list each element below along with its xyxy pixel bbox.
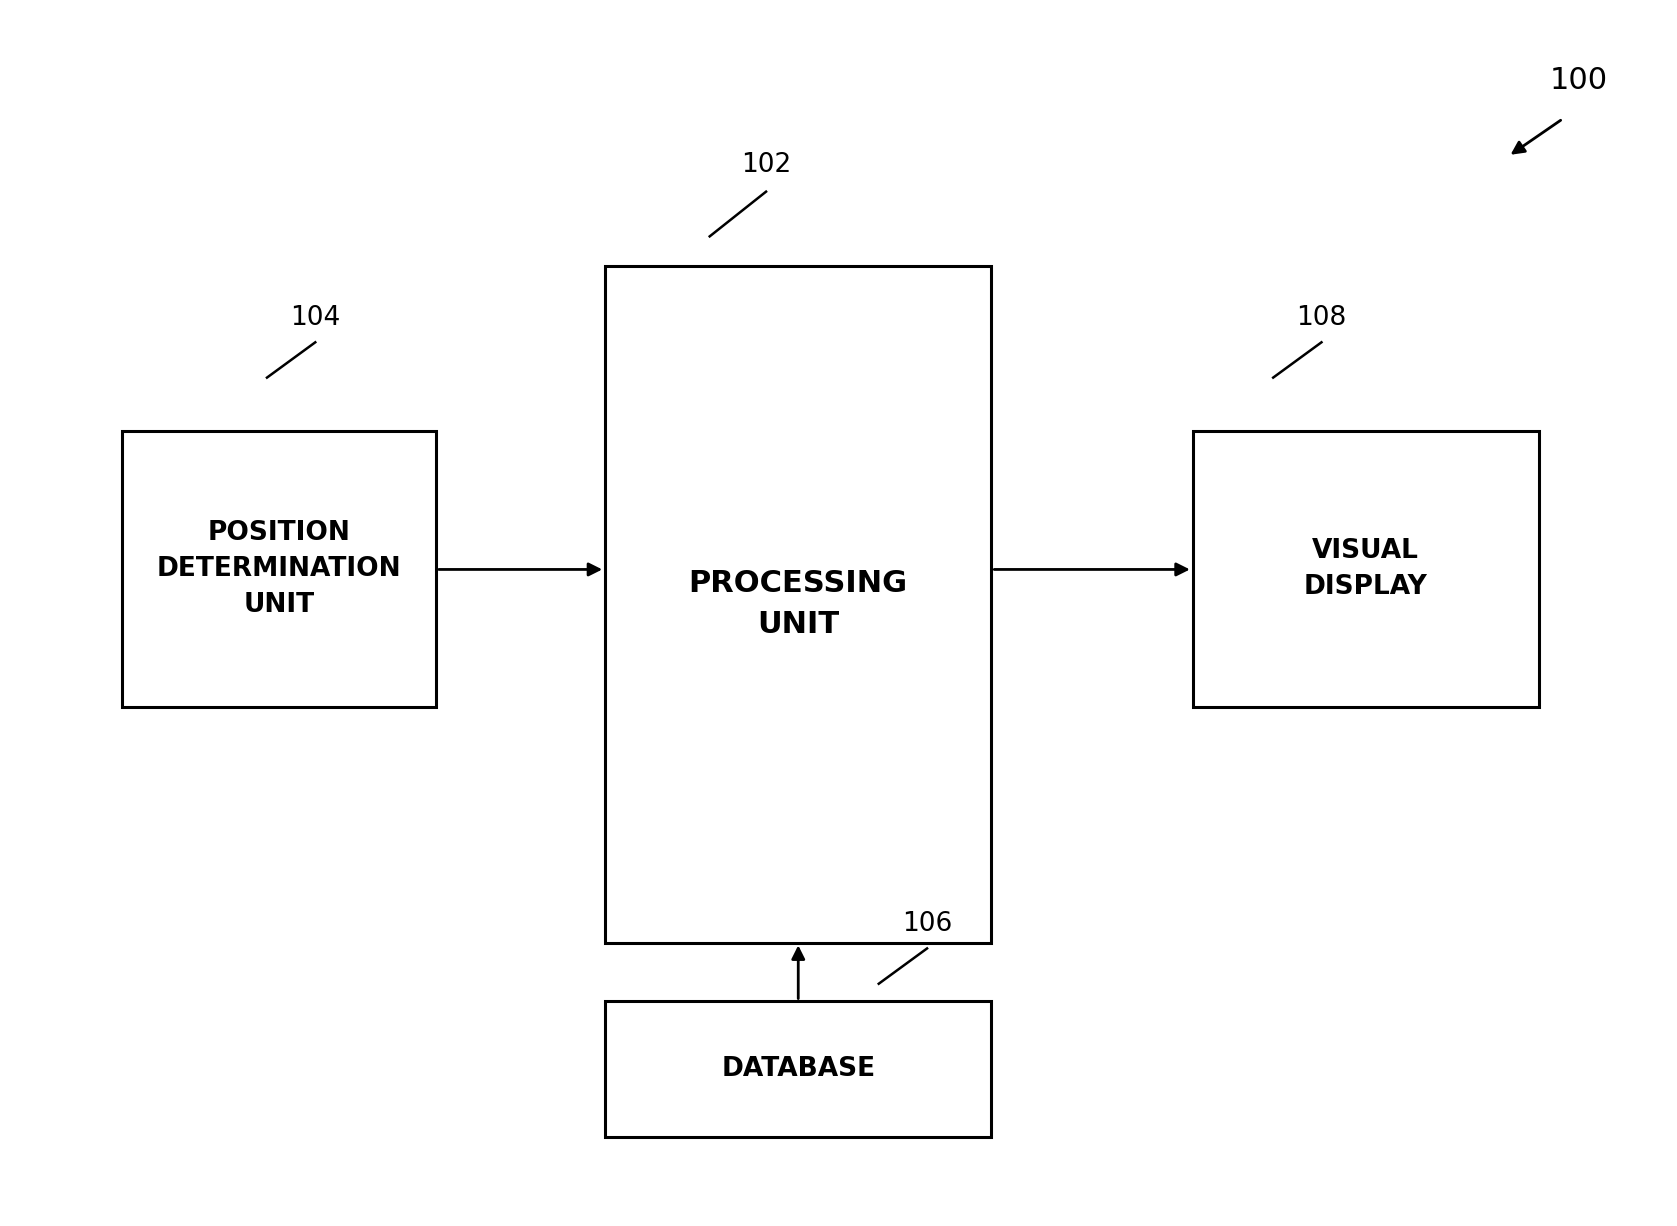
Text: 100: 100 [1550, 66, 1608, 96]
Text: 102: 102 [741, 152, 792, 178]
Bar [605, 266, 991, 943]
Bar [1192, 430, 1539, 707]
Text: DATABASE: DATABASE [721, 1056, 875, 1083]
Bar [605, 1002, 991, 1137]
Text: 104: 104 [290, 304, 340, 331]
Text: PROCESSING
UNIT: PROCESSING UNIT [689, 569, 907, 639]
Text: VISUAL
DISPLAY: VISUAL DISPLAY [1303, 538, 1427, 600]
Text: 106: 106 [902, 911, 953, 937]
Text: 108: 108 [1296, 304, 1347, 331]
Bar [122, 430, 436, 707]
Text: POSITION
DETERMINATION
UNIT: POSITION DETERMINATION UNIT [156, 520, 401, 618]
